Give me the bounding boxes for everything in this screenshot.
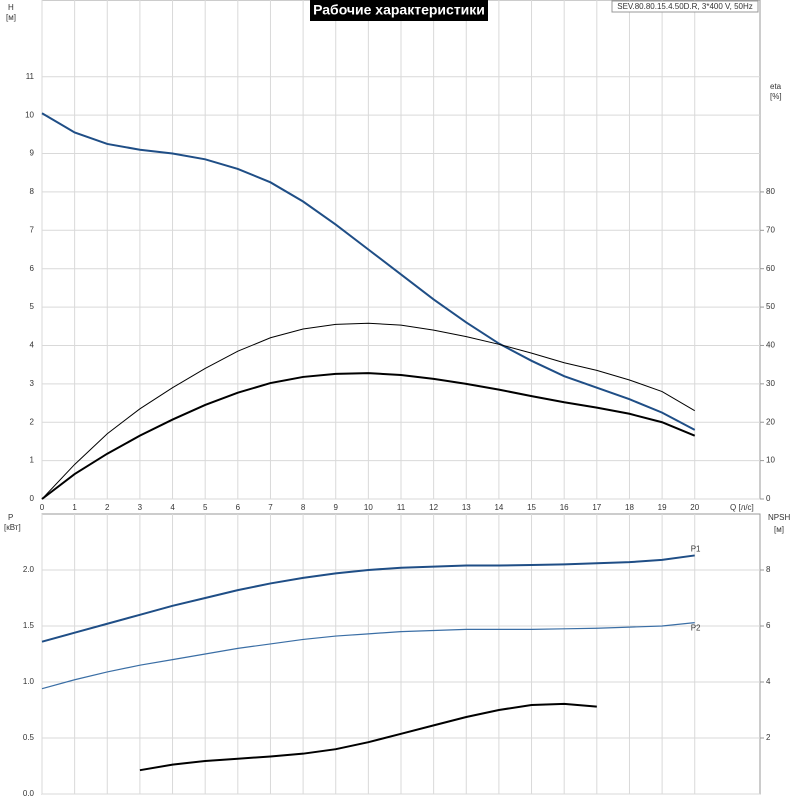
y2-tick-label: 80 [766, 187, 775, 196]
y2-tick-label: 60 [766, 264, 775, 273]
y-tick-label: 4 [30, 341, 35, 350]
y-tick-label: 0.0 [23, 789, 35, 798]
x-tick-label: 3 [138, 503, 143, 512]
y2-axis-unit: [м] [774, 525, 784, 534]
y-tick-label: 6 [30, 264, 35, 273]
x-tick-label: 7 [268, 503, 273, 512]
y-tick-label: 2.0 [23, 565, 35, 574]
y2-axis-label: eta [770, 82, 782, 91]
series-line [41, 554, 695, 643]
subtitle-box [611, 0, 759, 13]
series-line [41, 622, 695, 690]
y-tick-label: 2 [30, 417, 35, 426]
series-line [139, 702, 597, 772]
series-line [41, 372, 696, 500]
y-tick-label: 0.5 [23, 733, 35, 742]
y2-axis-unit: [%] [770, 92, 782, 101]
series-line [41, 322, 695, 500]
y2-tick-label: 4 [766, 677, 771, 686]
x-tick-label: 20 [690, 503, 699, 512]
y2-tick-label: 2 [766, 733, 771, 742]
y-axis-unit: [м] [6, 13, 16, 22]
chart-title: Рабочие характеристики [313, 2, 485, 18]
x-tick-label: 1 [72, 503, 77, 512]
x-tick-label: 15 [527, 503, 536, 512]
x-tick-label: 11 [397, 503, 406, 512]
y-axis-unit: [кВт] [4, 523, 21, 532]
y-tick-label: 1 [30, 456, 35, 465]
x-tick-label: 0 [40, 503, 45, 512]
y2-tick-label: 8 [766, 565, 771, 574]
x-tick-label: 19 [658, 503, 667, 512]
y-tick-label: 11 [26, 72, 35, 81]
x-tick-label: 10 [364, 503, 373, 512]
y2-tick-label: 0 [766, 494, 771, 503]
x-tick-label: 18 [625, 503, 634, 512]
y-tick-label: 10 [25, 110, 34, 119]
series-line [41, 112, 696, 431]
x-axis-label: Q [л/с] [730, 503, 754, 512]
x-tick-label: 13 [462, 503, 471, 512]
x-tick-label: 16 [560, 503, 569, 512]
x-tick-label: 17 [592, 503, 601, 512]
y2-tick-label: 10 [766, 456, 775, 465]
series-label: P2 [691, 624, 701, 633]
y-axis-label: H [8, 3, 14, 12]
y-tick-label: 9 [30, 149, 35, 158]
y-tick-label: 0 [30, 494, 35, 503]
y-tick-label: 1.0 [23, 677, 35, 686]
x-tick-label: 12 [429, 503, 438, 512]
chart-subtitle: SEV.80.80.15.4.50D.R, 3*400 V, 50Hz [617, 2, 753, 11]
y2-tick-label: 70 [766, 225, 775, 234]
y2-tick-label: 6 [766, 621, 771, 630]
plot-layer: 0 1 2 3 4 5 6 7 8 9 10 11 12 13 14 15 16 17 18 19 2001234567… [23, 0, 775, 798]
y-tick-label: 8 [30, 187, 35, 196]
x-tick-label: 8 [301, 503, 306, 512]
y2-tick-label: 40 [766, 341, 775, 350]
x-tick-label: 4 [170, 503, 175, 512]
title-box [310, 0, 488, 21]
y-tick-label: 3 [30, 379, 35, 388]
x-tick-label: 2 [105, 503, 110, 512]
y2-tick-label: 50 [766, 302, 775, 311]
x-tick-label: 6 [236, 503, 241, 512]
y-tick-label: 7 [30, 225, 35, 234]
x-tick-label: 14 [494, 503, 503, 512]
y2-tick-label: 30 [766, 379, 775, 388]
y-tick-label: 5 [30, 302, 35, 311]
y-axis-label: P [8, 513, 13, 522]
series-label: P1 [691, 545, 701, 554]
x-tick-label: 5 [203, 503, 208, 512]
x-tick-label: 9 [334, 503, 339, 512]
y2-tick-label: 20 [766, 417, 775, 426]
y2-axis-label: NPSH [768, 513, 790, 522]
y-tick-label: 1.5 [23, 621, 35, 630]
